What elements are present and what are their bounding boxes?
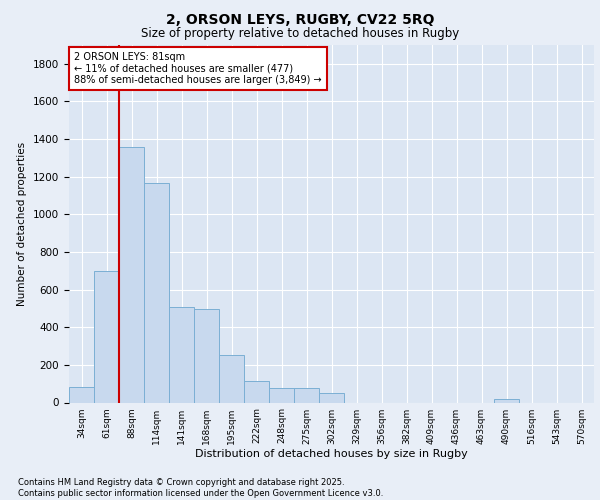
Bar — [69, 386, 94, 402]
Bar — [119, 146, 144, 402]
Text: 2, ORSON LEYS, RUGBY, CV22 5RQ: 2, ORSON LEYS, RUGBY, CV22 5RQ — [166, 12, 434, 26]
Bar — [144, 184, 169, 402]
Bar — [94, 271, 119, 402]
Bar — [269, 388, 294, 402]
Text: Contains HM Land Registry data © Crown copyright and database right 2025.
Contai: Contains HM Land Registry data © Crown c… — [18, 478, 383, 498]
Bar — [494, 399, 519, 402]
Bar — [219, 354, 244, 403]
Y-axis label: Number of detached properties: Number of detached properties — [17, 142, 28, 306]
Bar — [169, 308, 194, 402]
Bar — [244, 381, 269, 402]
Bar — [319, 394, 344, 402]
X-axis label: Distribution of detached houses by size in Rugby: Distribution of detached houses by size … — [195, 450, 468, 460]
Bar — [194, 310, 219, 402]
Text: 2 ORSON LEYS: 81sqm
← 11% of detached houses are smaller (477)
88% of semi-detac: 2 ORSON LEYS: 81sqm ← 11% of detached ho… — [74, 52, 322, 86]
Bar — [294, 388, 319, 402]
Text: Size of property relative to detached houses in Rugby: Size of property relative to detached ho… — [141, 28, 459, 40]
